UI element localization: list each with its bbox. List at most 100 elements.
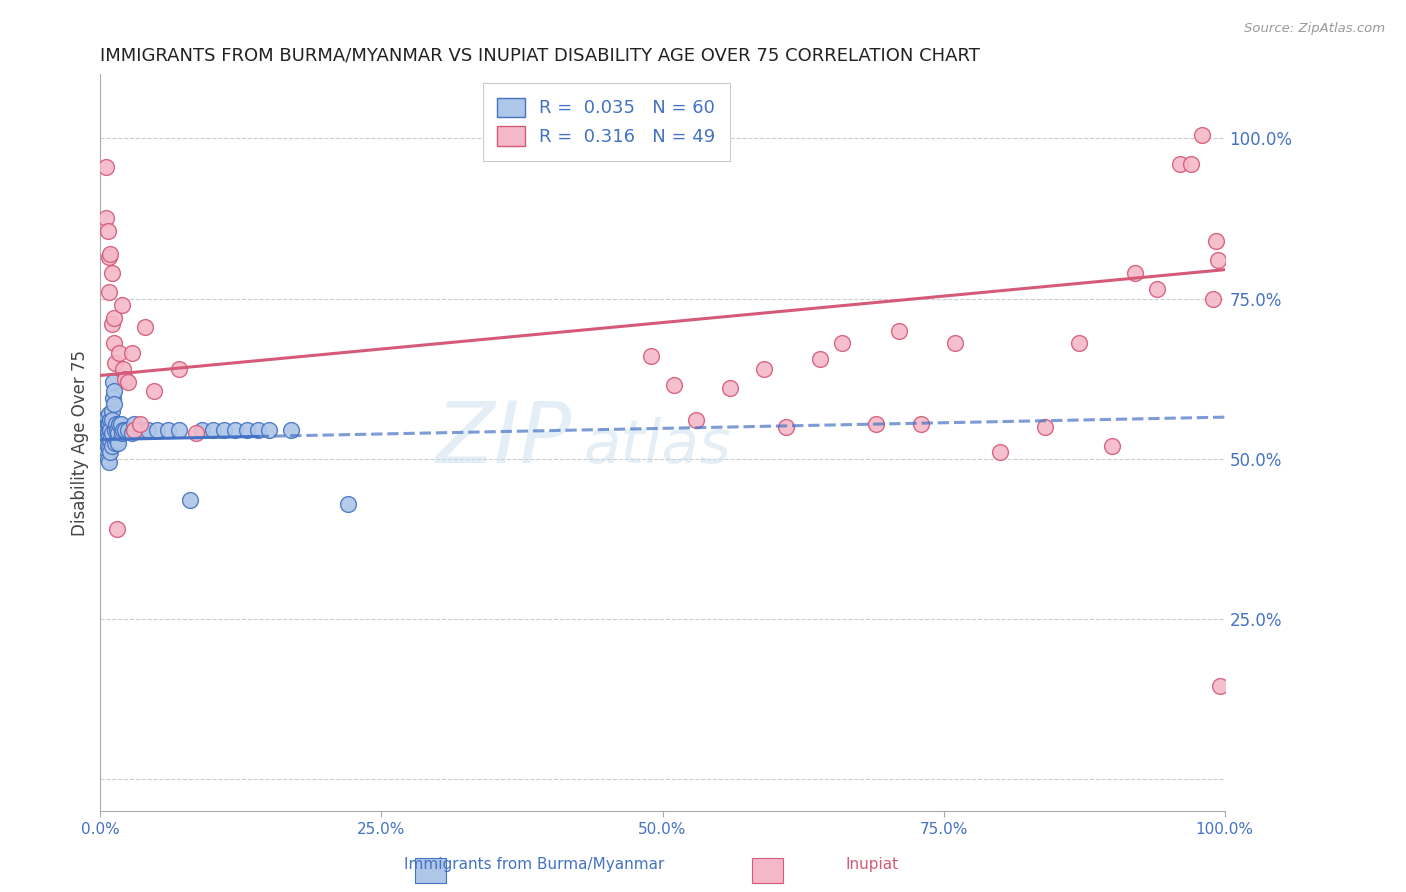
Point xyxy=(117,375,139,389)
Point xyxy=(808,352,831,367)
Point xyxy=(167,423,190,437)
Point xyxy=(257,423,280,437)
Point xyxy=(114,423,136,437)
Point xyxy=(100,403,122,417)
Point xyxy=(94,211,117,226)
Point xyxy=(887,324,910,338)
Point xyxy=(94,423,117,437)
Point xyxy=(105,522,128,536)
Point xyxy=(865,417,887,431)
Point xyxy=(246,423,269,437)
Point xyxy=(752,362,775,376)
Point xyxy=(988,445,1011,459)
Text: atlas: atlas xyxy=(583,417,731,476)
Text: Source: ZipAtlas.com: Source: ZipAtlas.com xyxy=(1244,22,1385,36)
Point xyxy=(111,298,134,312)
Point xyxy=(100,246,122,260)
Point xyxy=(97,451,120,466)
Point xyxy=(134,320,156,334)
Point xyxy=(111,423,134,437)
Point xyxy=(100,426,122,441)
Point xyxy=(184,426,207,441)
Point xyxy=(104,435,127,450)
Point xyxy=(143,384,166,399)
Point xyxy=(98,417,121,431)
Point xyxy=(94,160,117,174)
Point xyxy=(114,372,136,386)
Point xyxy=(100,317,122,331)
Point xyxy=(910,417,932,431)
Point xyxy=(1180,157,1202,171)
Point xyxy=(94,439,117,453)
Point xyxy=(105,417,128,431)
Point xyxy=(1033,419,1056,434)
Point xyxy=(167,362,190,376)
Point xyxy=(1202,292,1225,306)
Point xyxy=(179,493,201,508)
Point xyxy=(156,423,179,437)
Point xyxy=(128,423,150,437)
Point xyxy=(662,378,685,392)
Point xyxy=(97,426,120,441)
Point xyxy=(97,224,120,238)
Text: ZIP: ZIP xyxy=(436,398,572,481)
Point xyxy=(718,381,741,395)
Point xyxy=(1146,282,1168,296)
Point xyxy=(128,417,150,431)
Point xyxy=(105,433,128,447)
Point xyxy=(98,407,121,421)
Point xyxy=(103,336,125,351)
Point xyxy=(1205,234,1227,248)
Point xyxy=(336,497,359,511)
Point xyxy=(122,423,145,437)
Point xyxy=(111,426,134,441)
Point xyxy=(100,423,122,437)
Point xyxy=(101,391,124,405)
Point xyxy=(96,410,118,425)
Point xyxy=(122,417,145,431)
Legend: R =  0.035   N = 60, R =  0.316   N = 49: R = 0.035 N = 60, R = 0.316 N = 49 xyxy=(484,83,730,161)
Point xyxy=(100,445,122,459)
Text: Immigrants from Burma/Myanmar: Immigrants from Burma/Myanmar xyxy=(404,857,665,872)
Point xyxy=(1209,680,1232,694)
Point xyxy=(1123,266,1146,280)
Point xyxy=(1168,157,1191,171)
Point xyxy=(104,423,127,437)
Point xyxy=(136,423,159,437)
Point xyxy=(108,417,131,431)
Point xyxy=(1101,439,1123,453)
Point xyxy=(105,423,128,437)
Point xyxy=(943,336,966,351)
Point xyxy=(145,423,167,437)
Point xyxy=(98,455,121,469)
Point xyxy=(98,429,121,443)
Point xyxy=(94,413,117,427)
Point xyxy=(132,423,155,437)
Point xyxy=(107,426,129,441)
Point xyxy=(212,423,235,437)
Point xyxy=(100,413,122,427)
Point xyxy=(831,336,853,351)
Point xyxy=(98,442,121,457)
Point xyxy=(98,250,121,264)
Point xyxy=(100,413,122,427)
Point xyxy=(101,375,124,389)
Point xyxy=(103,397,125,411)
Point xyxy=(100,266,122,280)
Point xyxy=(97,439,120,453)
Point xyxy=(104,356,127,370)
Point xyxy=(110,417,132,431)
Point xyxy=(224,423,246,437)
Point xyxy=(121,346,143,360)
Point xyxy=(685,413,707,427)
Point xyxy=(190,423,212,437)
Point xyxy=(111,362,134,376)
Y-axis label: Disability Age Over 75: Disability Age Over 75 xyxy=(72,350,89,536)
Point xyxy=(1191,128,1213,142)
Point xyxy=(100,433,122,447)
Point xyxy=(201,423,224,437)
Point xyxy=(1206,253,1229,268)
Point xyxy=(108,346,131,360)
Point xyxy=(98,285,121,299)
Point xyxy=(103,384,125,399)
